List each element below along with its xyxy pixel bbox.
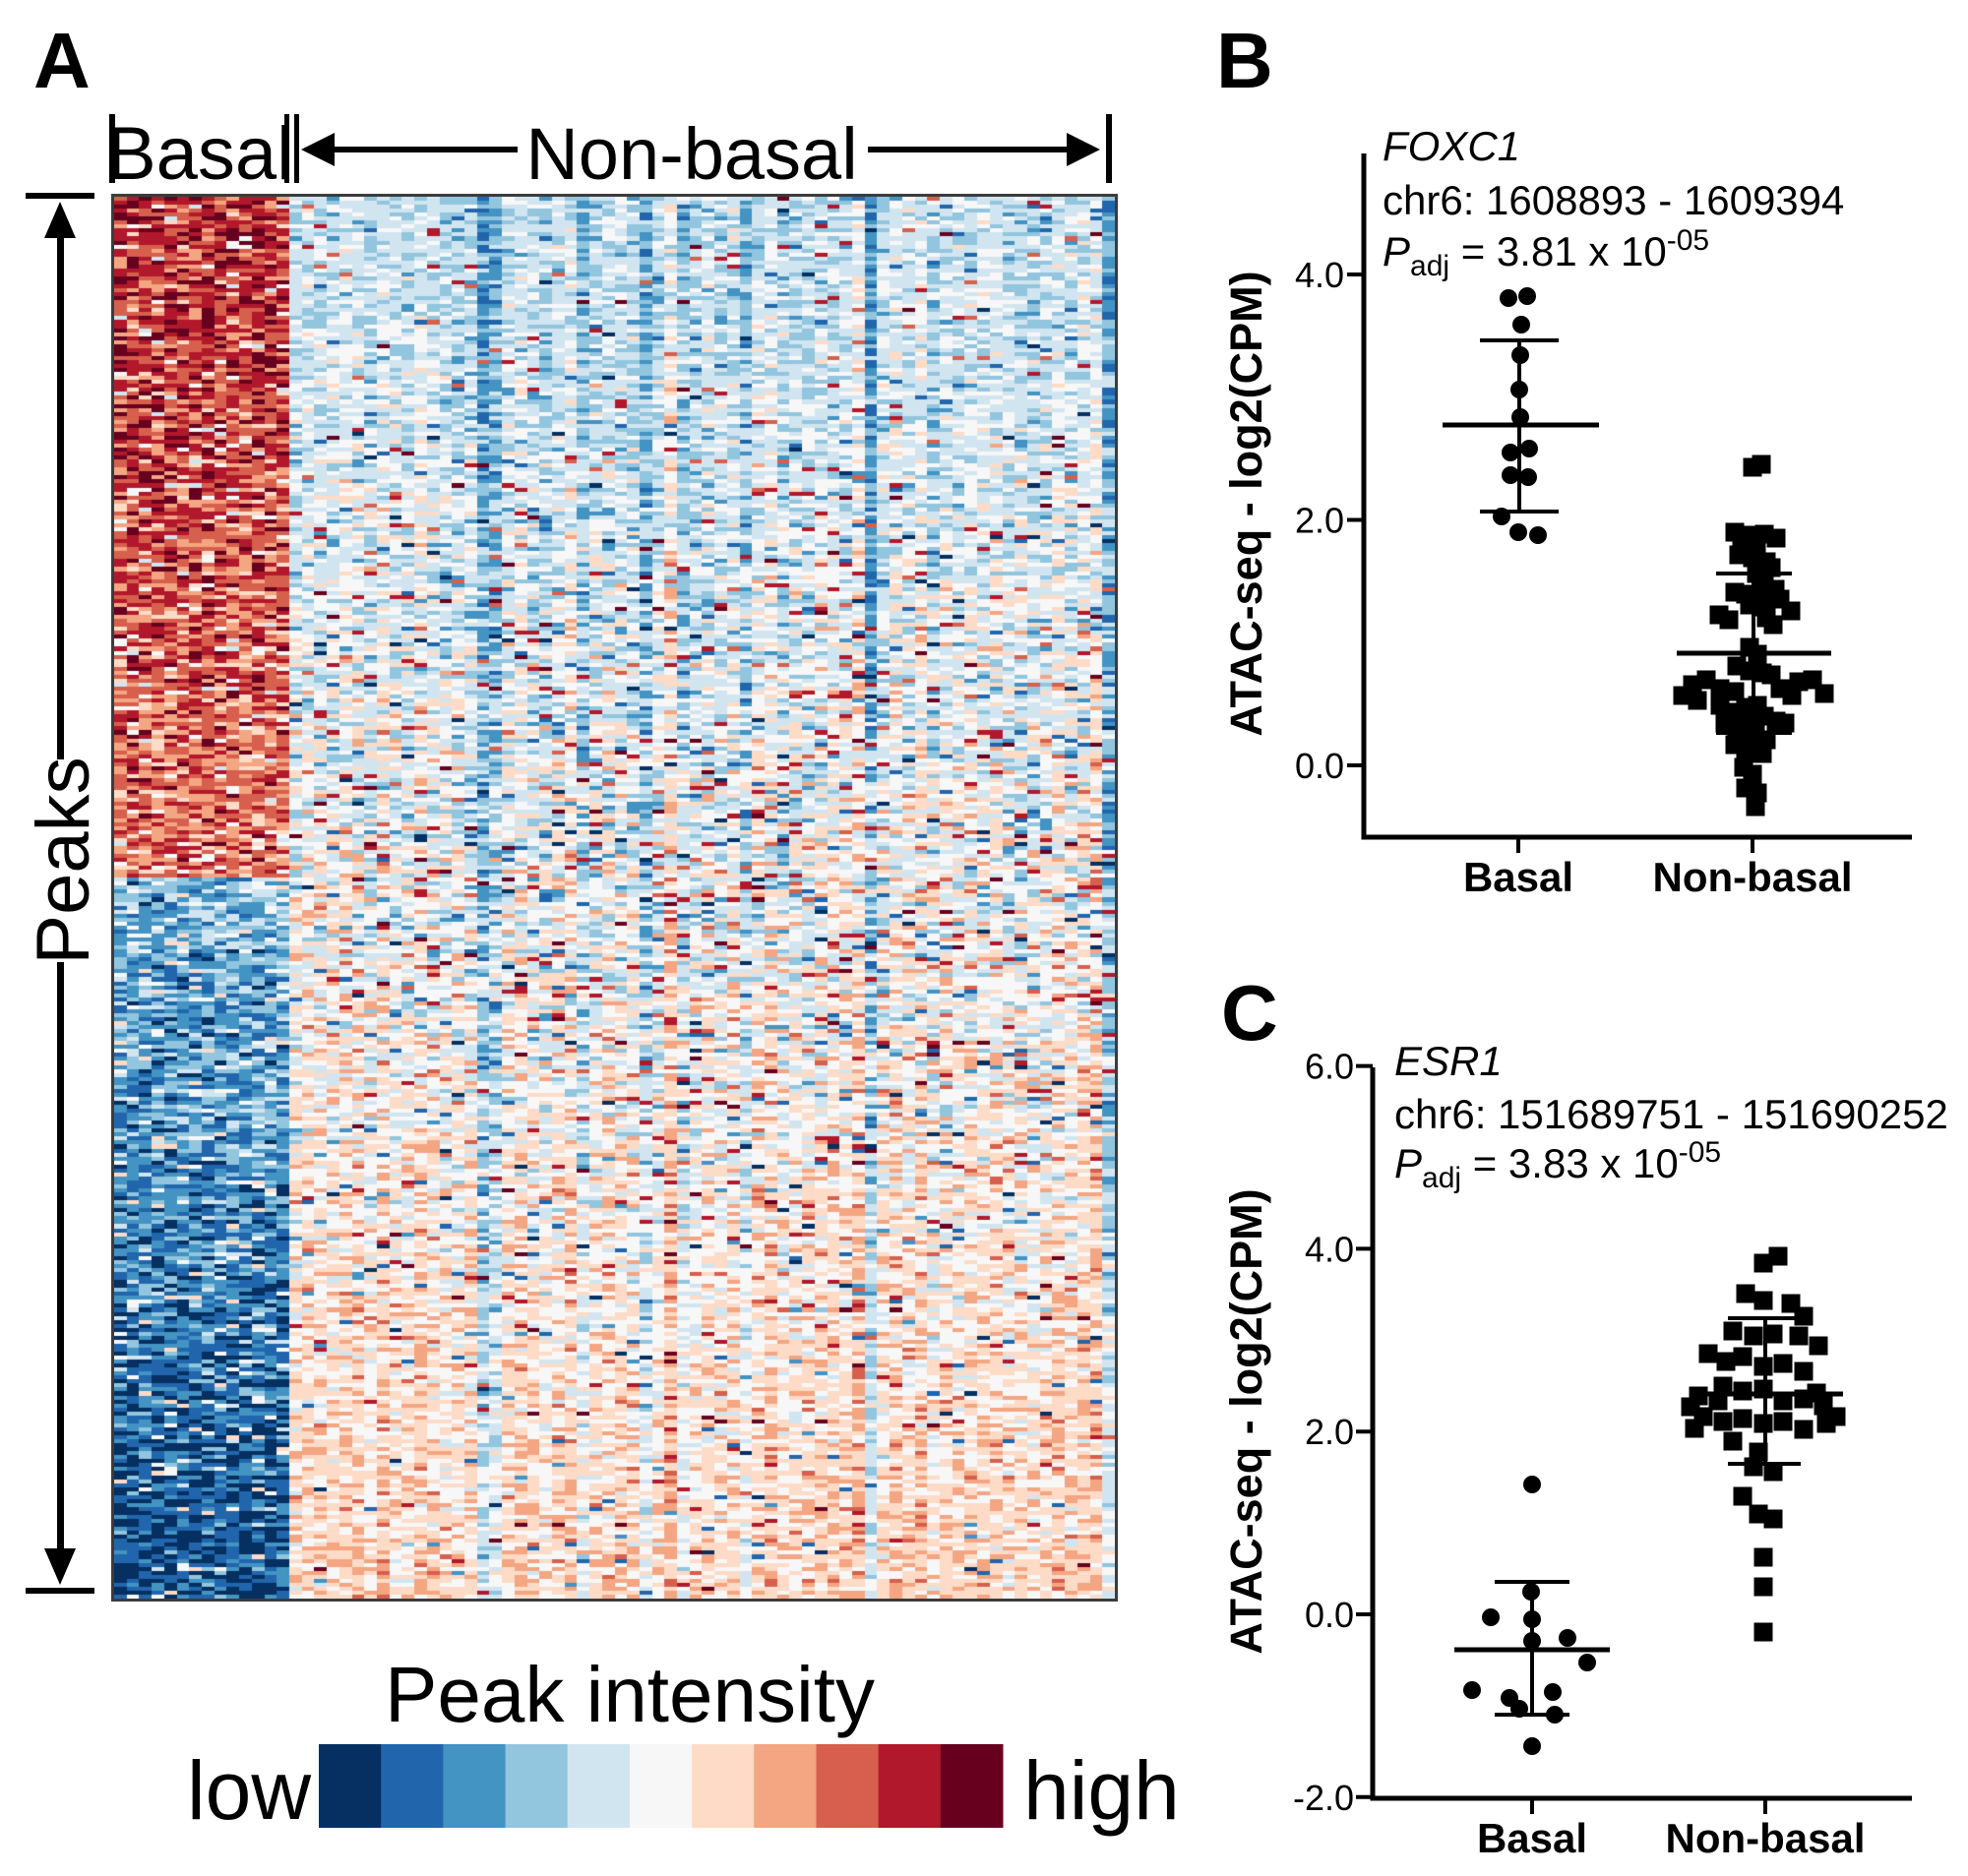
- svg-text:A: A: [33, 17, 91, 104]
- svg-text:FOXC1: FOXC1: [1383, 123, 1520, 169]
- svg-text:high: high: [1023, 1744, 1180, 1837]
- svg-text:Basal: Basal: [1463, 854, 1573, 900]
- svg-text:Non-basal: Non-basal: [1665, 1815, 1865, 1861]
- svg-text:C: C: [1221, 969, 1278, 1057]
- svg-text:0.0: 0.0: [1305, 1595, 1354, 1635]
- svg-text:ATAC-seq - log2(CPM): ATAC-seq - log2(CPM): [1221, 1188, 1271, 1654]
- svg-text:0.0: 0.0: [1295, 746, 1344, 786]
- svg-text:2.0: 2.0: [1295, 501, 1344, 541]
- svg-text:chr6: 1608893 - 1609394: chr6: 1608893 - 1609394: [1383, 177, 1844, 223]
- svg-text:6.0: 6.0: [1305, 1047, 1354, 1087]
- svg-text:Basal: Basal: [1477, 1815, 1587, 1861]
- svg-text:Padj = 3.81 x 10-05: Padj = 3.81 x 10-05: [1383, 224, 1709, 282]
- svg-text:4.0: 4.0: [1305, 1229, 1354, 1269]
- svg-text:Padj = 3.83 x 10-05: Padj = 3.83 x 10-05: [1394, 1136, 1721, 1194]
- svg-text:chr6: 151689751 - 151690252: chr6: 151689751 - 151690252: [1394, 1091, 1948, 1137]
- svg-text:Peak intensity: Peak intensity: [385, 1651, 875, 1738]
- svg-text:Non-basal: Non-basal: [1652, 854, 1852, 900]
- svg-text:Non-basal: Non-basal: [525, 113, 857, 195]
- svg-text:4.0: 4.0: [1295, 255, 1344, 295]
- svg-text:ATAC-seq - log2(CPM): ATAC-seq - log2(CPM): [1221, 271, 1271, 736]
- svg-text:low: low: [187, 1744, 311, 1837]
- svg-text:-2.0: -2.0: [1293, 1778, 1354, 1818]
- svg-text:B: B: [1216, 17, 1273, 104]
- svg-text:2.0: 2.0: [1305, 1412, 1354, 1452]
- svg-text:Basal: Basal: [106, 112, 293, 196]
- svg-text:Peaks: Peaks: [22, 756, 105, 964]
- svg-text:ESR1: ESR1: [1394, 1038, 1503, 1084]
